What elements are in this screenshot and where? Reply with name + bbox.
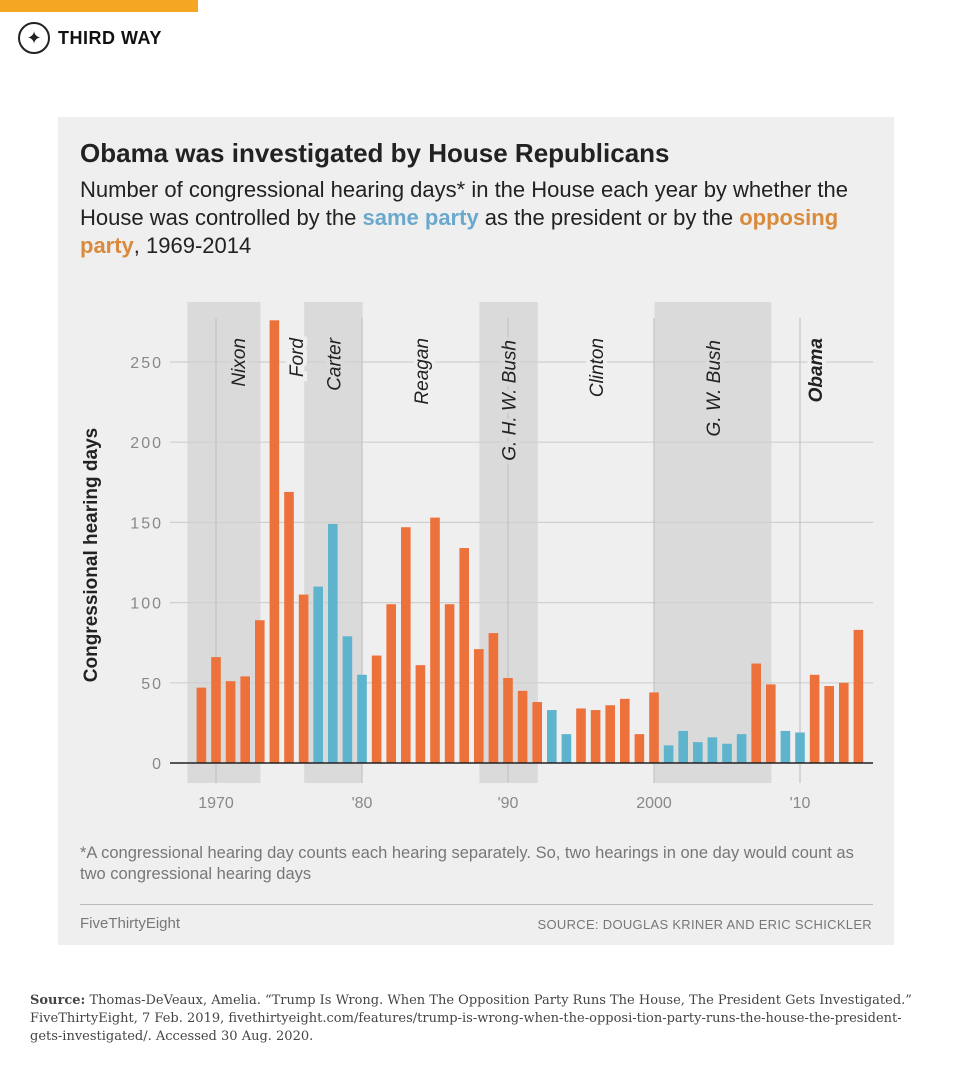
- y-tick-label: 0: [152, 756, 163, 773]
- bar-1976: [298, 594, 309, 763]
- bar-1995: [576, 708, 586, 763]
- bar-2010: [795, 732, 805, 763]
- bar-1997: [605, 705, 615, 763]
- bar-1985: [430, 517, 440, 763]
- bar-2005: [722, 743, 732, 763]
- bar-1989: [488, 633, 499, 763]
- bar-2001: [663, 745, 674, 763]
- y-tick-label: 50: [141, 676, 163, 693]
- y-tick-label: 100: [130, 596, 163, 613]
- bar-2009: [780, 730, 791, 763]
- bar-2012: [824, 686, 834, 763]
- bar-1991: [517, 690, 528, 763]
- accent-bar: [0, 0, 198, 12]
- bar-2003: [693, 742, 703, 763]
- president-label: G. H. W. Bush: [500, 340, 521, 461]
- bar-1980: [357, 674, 367, 763]
- x-tick-label: 2000: [636, 795, 672, 812]
- same-party-legend: same party: [362, 205, 479, 230]
- bar-2006: [736, 734, 747, 763]
- bar-2014: [853, 629, 864, 763]
- bar-1972: [240, 676, 250, 763]
- bar-2002: [678, 730, 688, 763]
- data-source: SOURCE: DOUGLAS KRINER AND ERIC SCHICKLE…: [537, 917, 872, 932]
- bar-2004: [707, 737, 718, 763]
- bar-1982: [386, 604, 396, 763]
- y-tick-label: 200: [130, 435, 163, 452]
- subtitle-text: Number of congressional hearing days* in…: [80, 177, 849, 230]
- citation: Source: Thomas-DeVeaux, Amelia. “Trump I…: [30, 992, 930, 1046]
- bar-1990: [503, 677, 513, 763]
- subtitle-text: , 1969-2014: [133, 233, 252, 258]
- footnote: *A congressional hearing day counts each…: [80, 844, 854, 883]
- bar-1969: [196, 687, 207, 763]
- president-label: Ford: [287, 337, 308, 378]
- bar-1992: [532, 702, 542, 763]
- x-tick-label: '90: [498, 795, 519, 812]
- bar-1977: [313, 586, 323, 763]
- bar-1974: [269, 320, 280, 763]
- subtitle-text: as the president or by the: [478, 205, 740, 230]
- divider: [80, 904, 873, 905]
- president-label: Nixon: [229, 338, 250, 387]
- bar-1973: [255, 620, 265, 763]
- president-label: Carter: [324, 337, 345, 390]
- bar-2013: [839, 682, 849, 763]
- bar-1988: [474, 649, 484, 763]
- y-tick-label: 150: [130, 515, 163, 532]
- bar-1994: [561, 734, 572, 763]
- chart-subtitle: Number of congressional hearing days* in…: [80, 176, 870, 260]
- bar-1981: [371, 655, 382, 763]
- x-tick-label: 1970: [198, 795, 234, 812]
- bar-1984: [415, 665, 426, 763]
- president-label: G. W. Bush: [704, 340, 725, 436]
- bar-1979: [342, 636, 353, 763]
- x-tick-label: '80: [352, 795, 373, 812]
- bar-2008: [766, 684, 776, 763]
- compass-icon: ✦: [18, 22, 50, 54]
- y-axis-label: Congressional hearing days: [81, 428, 102, 682]
- president-label: Clinton: [587, 338, 608, 397]
- chart-title: Obama was investigated by House Republic…: [80, 138, 670, 168]
- bar-1983: [401, 527, 411, 763]
- fivethirtyeight-credit: FiveThirtyEight: [80, 915, 181, 932]
- bar-1993: [547, 710, 557, 763]
- bar-1987: [459, 548, 469, 763]
- bar-2011: [809, 674, 820, 763]
- bar-2007: [751, 663, 761, 763]
- brand-name: THIRD WAY: [58, 27, 162, 48]
- third-way-logo: ✦ THIRD WAY: [18, 22, 162, 54]
- y-tick-label: 250: [130, 355, 163, 372]
- bar-1971: [225, 681, 236, 763]
- bar-1996: [590, 710, 601, 763]
- opposing-party-legend: opposing party: [80, 205, 839, 258]
- bar-1998: [620, 698, 630, 763]
- citation-label: Source:: [30, 993, 86, 1008]
- president-label: Reagan: [412, 338, 433, 405]
- president-label: Obama: [806, 338, 827, 403]
- bar-2000: [649, 692, 659, 763]
- x-tick-label: '10: [790, 795, 811, 812]
- bar-1975: [284, 491, 294, 763]
- bar-1978: [328, 524, 338, 763]
- bar-1986: [444, 604, 455, 763]
- citation-text: Thomas-DeVeaux, Amelia. “Trump Is Wrong.…: [30, 993, 912, 1044]
- bar-1999: [634, 734, 645, 763]
- bar-1970: [211, 657, 221, 763]
